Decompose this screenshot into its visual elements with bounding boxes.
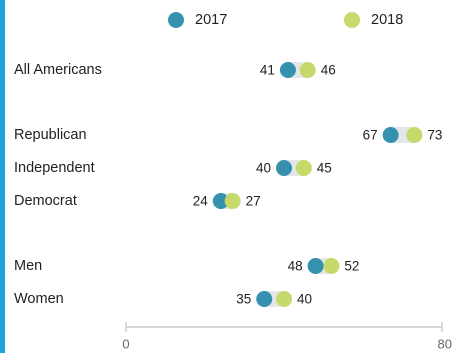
- value-label-2018-all-americans: 46: [321, 63, 336, 78]
- point-2018-republican: [406, 127, 423, 143]
- legend-label-2017: 2017: [195, 12, 227, 28]
- legend-label-2018: 2018: [371, 12, 403, 28]
- x-tick-label-80: 80: [438, 337, 452, 352]
- point-2018-women: [276, 291, 292, 307]
- category-label-women: Women: [14, 291, 64, 307]
- point-2017-women: [256, 291, 273, 307]
- category-label-independent: Independent: [14, 160, 95, 176]
- x-tick-label-0: 0: [122, 337, 129, 352]
- value-label-2018-men: 52: [344, 259, 359, 274]
- point-2018-democrat: [224, 193, 241, 209]
- point-2017-democrat: [212, 193, 229, 209]
- point-2017-republican: [382, 127, 399, 143]
- value-label-2017-independent: 40: [256, 161, 271, 176]
- category-label-democrat: Democrat: [14, 193, 77, 209]
- point-2018-independent: [295, 160, 312, 176]
- point-2018-all-americans: [299, 62, 316, 78]
- category-label-men: Men: [14, 258, 42, 274]
- value-label-2017-republican: 67: [363, 128, 378, 143]
- point-2018-men: [323, 258, 340, 274]
- value-label-2017-all-americans: 41: [260, 63, 275, 78]
- value-label-2017-democrat: 24: [193, 194, 209, 209]
- point-2017-all-americans: [279, 62, 296, 78]
- value-label-2018-women: 40: [297, 292, 312, 307]
- legend-marker-2018: [344, 12, 360, 28]
- category-label-all-americans: All Americans: [14, 62, 102, 78]
- value-label-2017-men: 48: [288, 259, 303, 274]
- value-label-2018-democrat: 27: [246, 194, 261, 209]
- value-label-2018-independent: 45: [317, 161, 332, 176]
- legend-marker-2017: [168, 12, 184, 28]
- value-label-2017-women: 35: [236, 292, 251, 307]
- accent-bar: [0, 0, 5, 353]
- point-2017-men: [307, 258, 324, 274]
- point-2017-independent: [276, 160, 292, 176]
- value-label-2018-republican: 73: [427, 128, 442, 143]
- category-label-republican: Republican: [14, 127, 87, 143]
